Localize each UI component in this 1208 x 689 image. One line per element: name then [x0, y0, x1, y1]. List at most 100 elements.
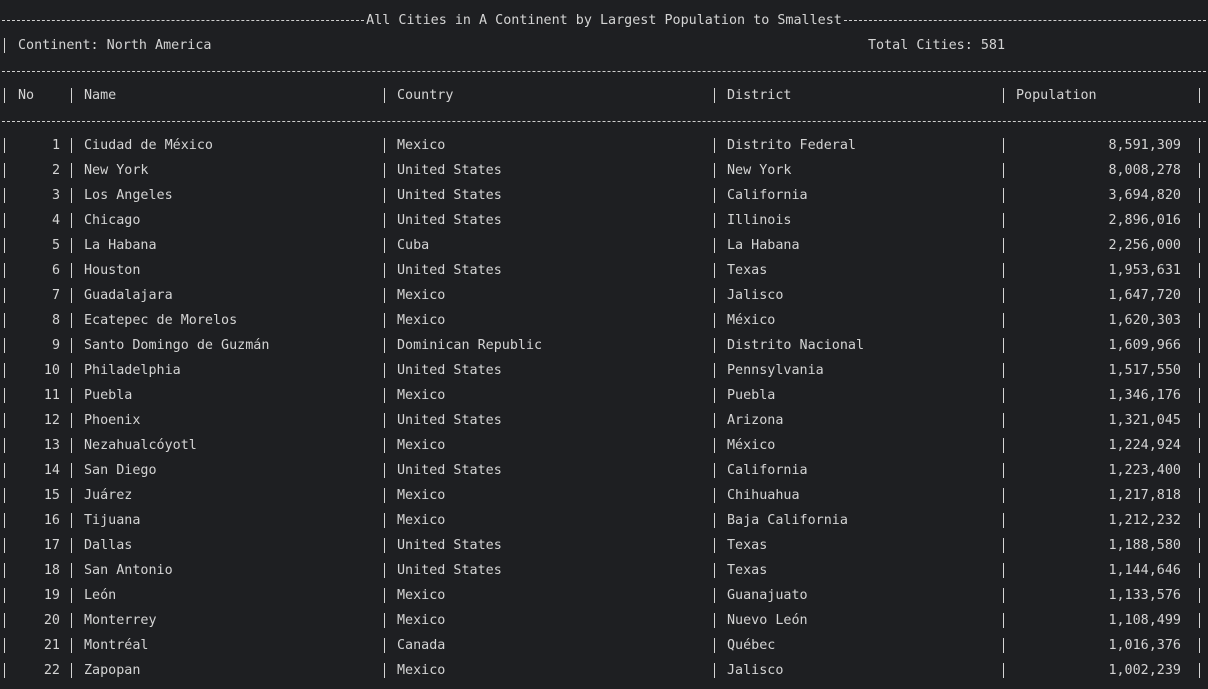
- column-separator: [714, 438, 715, 453]
- cell-district: La Habana: [727, 238, 800, 253]
- cell-name: Puebla: [84, 388, 133, 403]
- cell-district: Illinois: [727, 213, 792, 228]
- column-separator: [4, 163, 5, 178]
- table-row: 2 New York United States New York 8,008,278: [0, 158, 1208, 183]
- cell-country: Canada: [397, 638, 446, 653]
- column-separator: [1003, 563, 1004, 578]
- column-separator: [384, 613, 385, 628]
- cell-population: 1,133,576: [1108, 588, 1181, 603]
- column-separator: [714, 138, 715, 153]
- cell-country: Mexico: [397, 138, 446, 153]
- cell-no: 14: [43, 463, 60, 478]
- cell-name: San Diego: [84, 463, 157, 478]
- cell-district: Nuevo León: [727, 613, 808, 628]
- cell-no: 16: [43, 513, 60, 528]
- table-row: 15 Juárez Mexico Chihuahua 1,217,818: [0, 483, 1208, 508]
- column-separator: [714, 213, 715, 228]
- cell-name: Phoenix: [84, 413, 141, 428]
- cell-district: Arizona: [727, 413, 784, 428]
- table-row: 4 Chicago United States Illinois 2,896,016: [0, 208, 1208, 233]
- cell-name: San Antonio: [84, 563, 173, 578]
- column-separator: [4, 588, 5, 603]
- column-separator: [1003, 338, 1004, 353]
- table-row: 8 Ecatepec de Morelos Mexico México 1,620,30…: [0, 308, 1208, 333]
- cell-no: 19: [43, 588, 60, 603]
- column-separator: [4, 363, 5, 378]
- cell-country: Mexico: [397, 388, 446, 403]
- table-row: 3 Los Angeles United States California 3,694…: [0, 183, 1208, 208]
- column-separator: [71, 488, 72, 503]
- column-separator: [1199, 338, 1200, 353]
- table-row: 14 San Diego United States California 1,223,…: [0, 458, 1208, 483]
- cell-district: Québec: [727, 638, 776, 653]
- column-separator: [71, 538, 72, 553]
- column-separator: [1199, 438, 1200, 453]
- cell-district: Distrito Federal: [727, 138, 856, 153]
- column-separator: [384, 438, 385, 453]
- cell-name: León: [84, 588, 117, 603]
- cell-no: 22: [43, 663, 60, 678]
- column-separator: [1003, 388, 1004, 403]
- cell-no: 3: [51, 188, 60, 203]
- cell-name: La Habana: [84, 238, 157, 253]
- column-separator: [714, 538, 715, 553]
- cell-district: Distrito Nacional: [727, 338, 865, 353]
- cell-name: Monterrey: [84, 613, 157, 628]
- column-separator: [1003, 663, 1004, 678]
- column-separator: [1003, 188, 1004, 203]
- cell-district: Texas: [727, 538, 768, 553]
- cell-country: Cuba: [397, 238, 430, 253]
- column-separator: [714, 513, 715, 528]
- column-separator: [384, 188, 385, 203]
- table-row: 11 Puebla Mexico Puebla 1,346,176: [0, 383, 1208, 408]
- column-separator: [71, 163, 72, 178]
- table-header: No Name Country District Population: [0, 83, 1208, 108]
- table-row: 9 Santo Domingo de Guzmán Dominican Republ…: [0, 333, 1208, 358]
- cell-population: 8,008,278: [1108, 163, 1181, 178]
- table-row: 5 La Habana Cuba La Habana 2,256,000: [0, 233, 1208, 258]
- cell-population: 1,016,376: [1108, 638, 1181, 653]
- cell-district: Texas: [727, 563, 768, 578]
- column-separator: [71, 663, 72, 678]
- column-separator: [714, 238, 715, 253]
- column-separator: [71, 638, 72, 653]
- column-separator: [1199, 188, 1200, 203]
- cell-name: Chicago: [84, 213, 141, 228]
- cell-population: 2,256,000: [1108, 238, 1181, 253]
- column-separator: [384, 338, 385, 353]
- cell-population: 1,953,631: [1108, 263, 1181, 278]
- column-separator: [4, 563, 5, 578]
- column-separator: [714, 463, 715, 478]
- column-separator: [714, 563, 715, 578]
- column-separator: [71, 338, 72, 353]
- column-separator: [1199, 538, 1200, 553]
- cell-no: 10: [43, 363, 60, 378]
- column-separator: [1003, 213, 1004, 228]
- cell-no: 17: [43, 538, 60, 553]
- column-separator: [1003, 613, 1004, 628]
- column-separator: [714, 413, 715, 428]
- column-separator: [4, 313, 5, 328]
- cell-district: New York: [727, 163, 792, 178]
- column-separator: [384, 588, 385, 603]
- table-row: 19 León Mexico Guanajuato 1,133,576: [0, 583, 1208, 608]
- column-separator: [71, 388, 72, 403]
- cell-district: Baja California: [727, 513, 848, 528]
- cell-no: 1: [51, 138, 60, 153]
- column-separator: [384, 638, 385, 653]
- column-separator: [384, 363, 385, 378]
- cell-population: 1,609,966: [1108, 338, 1181, 353]
- cell-name: Ecatepec de Morelos: [84, 313, 238, 328]
- cell-population: 2,896,016: [1108, 213, 1181, 228]
- column-separator: [71, 313, 72, 328]
- cell-name: Los Angeles: [84, 188, 173, 203]
- column-separator: [71, 213, 72, 228]
- column-separator: [1199, 163, 1200, 178]
- cell-population: 1,188,580: [1108, 538, 1181, 553]
- cell-country: Mexico: [397, 663, 446, 678]
- cell-name: Nezahualcóyotl: [84, 438, 197, 453]
- cell-population: 1,223,400: [1108, 463, 1181, 478]
- cell-country: Mexico: [397, 613, 446, 628]
- column-separator: [714, 388, 715, 403]
- column-separator: [1199, 513, 1200, 528]
